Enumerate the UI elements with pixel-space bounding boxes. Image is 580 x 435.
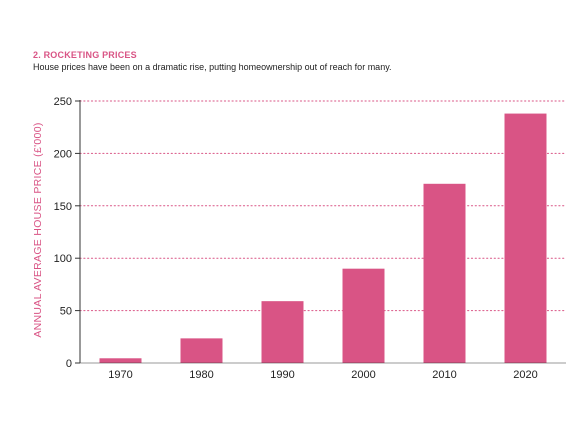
chart-heading: 2. ROCKETING PRICES	[33, 50, 137, 60]
bar-2020	[504, 113, 547, 364]
x-tick-label: 1970	[108, 369, 132, 381]
y-tick-label: 0	[66, 358, 72, 370]
axes: 0 50 100 150 200 250 1970 1980 1990 2000 2010 2020	[54, 96, 566, 381]
y-axis-label: ANNUAL AVERAGE HOUSE PRICE (£'000)	[32, 122, 44, 337]
bar-1990	[261, 301, 304, 363]
y-tick-label: 250	[54, 96, 72, 108]
x-tick-label: 1990	[270, 369, 294, 381]
bar-1980	[180, 338, 223, 363]
y-tick-label: 150	[54, 201, 72, 213]
y-tick-label: 100	[54, 253, 72, 265]
gridlines	[79, 100, 567, 312]
y-tick-label: 50	[60, 306, 72, 318]
x-tick-label: 2000	[351, 369, 375, 381]
bar-1970	[99, 358, 142, 363]
bars	[99, 113, 547, 364]
x-tick-label: 2020	[513, 369, 537, 381]
bar-2000	[342, 268, 385, 363]
bar-2010	[423, 183, 466, 363]
x-tick-label: 2010	[432, 369, 456, 381]
x-tick-label: 1980	[189, 369, 213, 381]
y-tick-label: 200	[54, 148, 72, 160]
chart-subtitle: House prices have been on a dramatic ris…	[33, 62, 392, 72]
